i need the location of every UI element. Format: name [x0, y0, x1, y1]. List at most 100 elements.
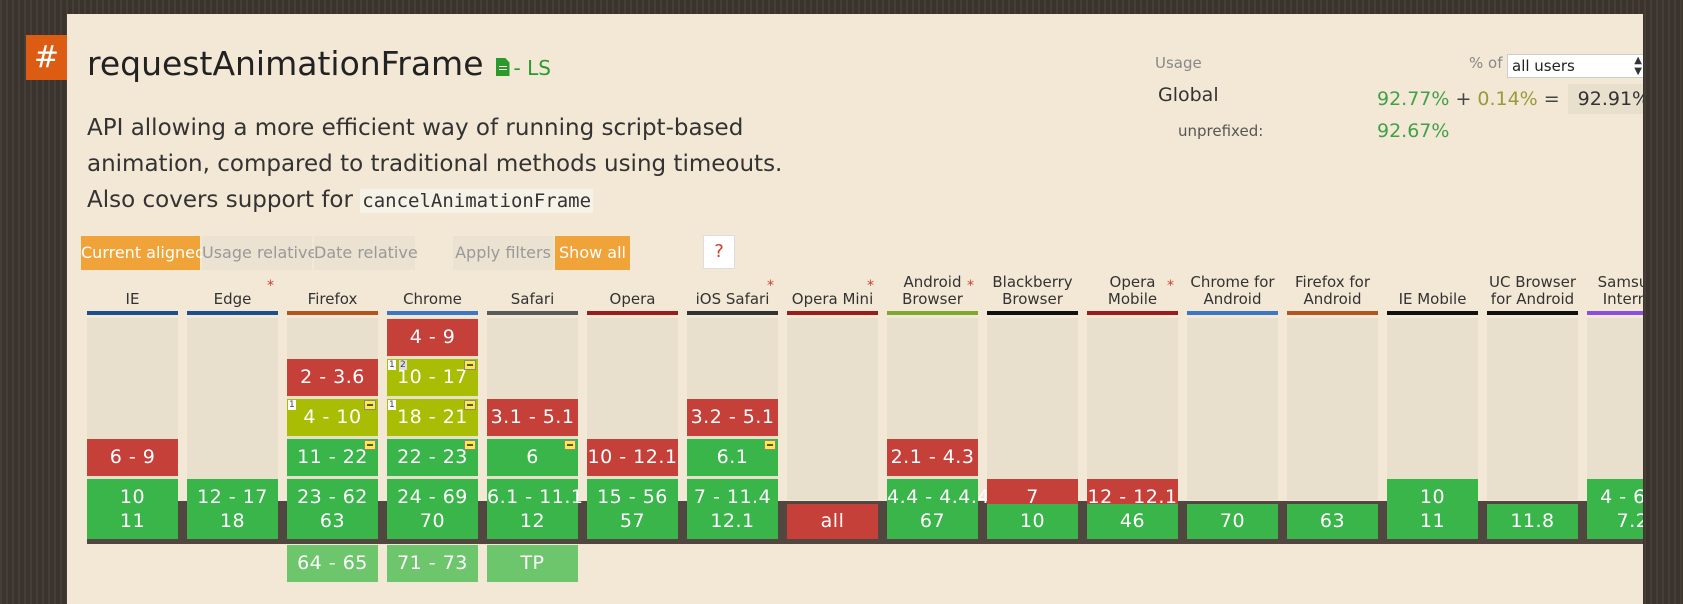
spec-status-link[interactable]: - LS	[513, 56, 551, 80]
version-range: 6	[526, 446, 539, 468]
browser-notes-asterisk[interactable]: *	[967, 278, 974, 294]
current-version-cell[interactable]: 70	[387, 504, 478, 539]
browser-color-bar	[387, 311, 478, 315]
version-range: 22 - 23	[397, 446, 468, 468]
note-number[interactable]: 2	[399, 360, 407, 370]
version-range: 63	[1319, 510, 1346, 532]
version-range: TP	[520, 552, 545, 574]
current-version-cell[interactable]: 63	[287, 504, 378, 539]
version-cell[interactable]: 3.1 - 5.1	[487, 399, 578, 436]
version-cell[interactable]: 64 - 65	[287, 545, 378, 582]
version-cell[interactable]: 10 - 12.1	[587, 439, 678, 476]
version-range: 10	[1019, 510, 1046, 532]
version-cell[interactable]: 4 - 9	[387, 319, 478, 356]
current-version-cell[interactable]: 7.2	[1587, 504, 1643, 539]
browser-header-safari: Safari	[487, 276, 578, 310]
browser-header-android-browser: Android Browser *	[887, 274, 978, 310]
version-cell[interactable]: 3.2 - 5.1	[687, 399, 778, 436]
version-range: 15 - 56	[597, 486, 668, 508]
version-cell[interactable]: TP	[487, 545, 578, 582]
browser-name: IE	[125, 290, 140, 308]
users-select-value: all users	[1512, 57, 1575, 75]
version-cell[interactable]: 11 - 22	[287, 439, 378, 476]
current-version-cell[interactable]: 11	[1387, 504, 1478, 539]
browser-column	[987, 318, 1078, 500]
browser-color-bar	[1087, 311, 1178, 315]
browser-notes-asterisk[interactable]: *	[767, 278, 774, 294]
show-all-button[interactable]: Show all	[555, 236, 630, 270]
version-cell[interactable]: 22 - 23	[387, 439, 478, 476]
browser-header-firefox-for-android: Firefox for Android	[1287, 273, 1378, 310]
current-aligned-button[interactable]: Current aligned	[81, 236, 205, 270]
note-number[interactable]: 1	[388, 360, 396, 370]
version-cell[interactable]: 6.1	[687, 439, 778, 476]
browser-name: Opera	[609, 290, 656, 308]
version-range: 70	[419, 510, 446, 532]
unprefixed-label: unprefixed:	[1178, 122, 1264, 140]
version-range: 3.2 - 5.1	[690, 406, 775, 428]
browser-name: IE Mobile	[1398, 290, 1467, 308]
version-range: all	[820, 510, 845, 532]
browser-name: Chrome	[403, 290, 462, 308]
usage-relative-button[interactable]: Usage relative	[202, 236, 317, 270]
prefix-flag-icon	[464, 400, 476, 410]
browser-color-bar	[287, 311, 378, 315]
browser-color-bar	[187, 311, 278, 315]
select-arrows-icon: ▲ ▼	[1634, 55, 1642, 77]
browser-notes-asterisk[interactable]: *	[1167, 278, 1174, 294]
browser-header-opera: Opera	[587, 276, 678, 310]
current-version-cell[interactable]: 63	[1287, 504, 1378, 539]
percent-of-label: % of	[1469, 54, 1503, 72]
global-label: Global	[1158, 84, 1219, 106]
browser-header-blackberry-browser: Blackberry Browser	[987, 273, 1078, 310]
current-version-cell[interactable]: 67	[887, 504, 978, 539]
current-version-cell[interactable]: 11.8	[1487, 504, 1578, 539]
note-number[interactable]: 1	[388, 400, 396, 410]
note-number[interactable]: 1	[288, 400, 296, 410]
browser-header-opera-mobile: Opera Mobile *	[1087, 274, 1178, 310]
version-range: 46	[1119, 510, 1146, 532]
browser-name: Firefox for Android	[1294, 273, 1371, 308]
supported-percent: 92.77%	[1377, 88, 1450, 110]
version-cell[interactable]: 18 - 21 1	[387, 399, 478, 436]
current-version-cell[interactable]: 10	[987, 504, 1078, 539]
version-range: 4 - 10	[303, 406, 362, 428]
current-version-cell[interactable]: 18	[187, 504, 278, 539]
browser-header-ie-mobile: IE Mobile	[1387, 276, 1478, 310]
version-range: 11	[119, 510, 146, 532]
current-version-cell[interactable]: 11	[87, 504, 178, 539]
apply-filters-button[interactable]: Apply filters	[453, 236, 553, 270]
prefix-flag-icon	[364, 400, 376, 410]
help-button[interactable]: ?	[703, 235, 735, 269]
version-range: 2.1 - 4.3	[890, 446, 975, 468]
current-version-cell[interactable]: all	[787, 504, 878, 539]
version-range: 70	[1219, 510, 1246, 532]
browser-name: Firefox	[307, 290, 358, 308]
version-range: 12 - 12.1	[1087, 486, 1178, 508]
current-version-cell[interactable]: 12	[487, 504, 578, 539]
version-range: 12.1	[710, 510, 755, 532]
current-version-cell[interactable]: 46	[1087, 504, 1178, 539]
browser-name: Blackberry Browser	[992, 273, 1073, 308]
current-version-cell[interactable]: 12.1	[687, 504, 778, 539]
version-cell[interactable]: 2.1 - 4.3	[887, 439, 978, 476]
feature-title-row: requestAnimationFrame - LS	[87, 44, 551, 83]
current-version-cell[interactable]: 70	[1187, 504, 1278, 539]
document-icon[interactable]	[495, 58, 510, 76]
version-range: 18 - 21	[397, 406, 468, 428]
users-select[interactable]: all users ▲ ▼	[1507, 54, 1643, 78]
version-range: 71 - 73	[397, 552, 468, 574]
equals-sign: =	[1543, 88, 1560, 110]
date-relative-button[interactable]: Date relative	[314, 236, 418, 270]
browser-notes-asterisk[interactable]: *	[867, 278, 874, 294]
version-cell[interactable]: 2 - 3.6	[287, 359, 378, 396]
version-cell[interactable]: 4 - 10 1	[287, 399, 378, 436]
current-version-cell[interactable]: 57	[587, 504, 678, 539]
anchor-hash-link[interactable]: #	[26, 35, 67, 80]
version-cell[interactable]: 71 - 73	[387, 545, 478, 582]
browser-notes-asterisk[interactable]: *	[267, 278, 274, 294]
version-cell[interactable]: 10 - 17 1 2	[387, 359, 478, 396]
version-range: 24 - 69	[397, 486, 468, 508]
version-cell[interactable]: 6	[487, 439, 578, 476]
version-cell[interactable]: 6 - 9	[87, 439, 178, 476]
